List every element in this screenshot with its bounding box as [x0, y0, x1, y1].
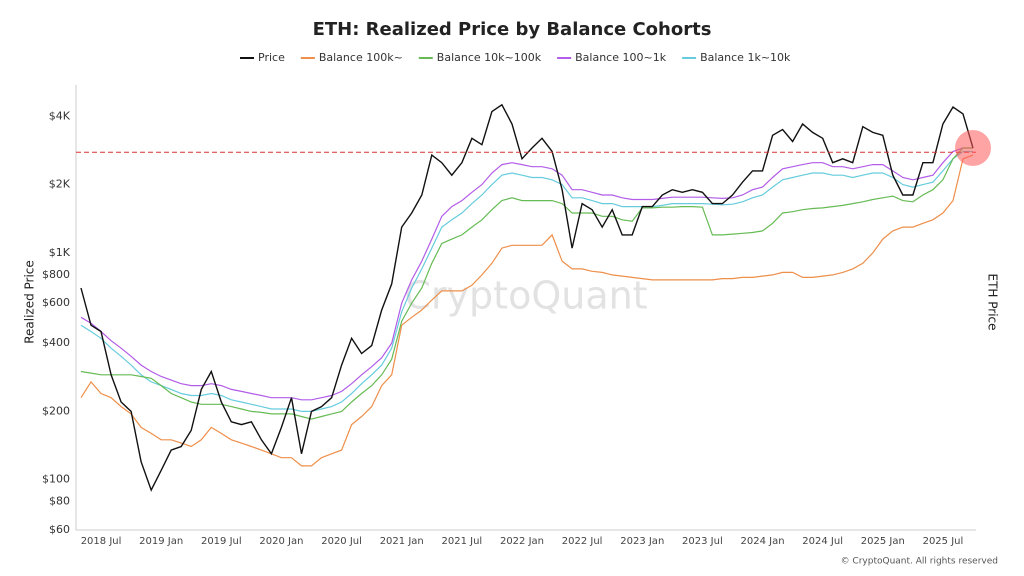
x-tick-label: 2020 Jan	[259, 536, 303, 547]
legend-label: Balance 100k~	[319, 51, 403, 64]
series-line	[80, 147, 973, 420]
y-tick-label: $4K	[49, 109, 71, 122]
x-tick-label: 2025 Jul	[923, 536, 964, 547]
x-tick-label: 2024 Jan	[741, 536, 785, 547]
legend-label: Price	[258, 51, 285, 64]
x-tick-label: 2023 Jul	[682, 536, 723, 547]
x-tick-label: 2020 Jul	[321, 536, 362, 547]
x-tick-label: 2021 Jul	[442, 536, 483, 547]
x-tick-label: 2023 Jan	[620, 536, 664, 547]
x-tick-label: 2018 Jul	[81, 536, 122, 547]
x-tick-label: 2021 Jan	[380, 536, 424, 547]
x-tick-label: 2019 Jan	[139, 536, 183, 547]
y-tick-label: $60	[49, 523, 70, 536]
series-line	[80, 103, 974, 492]
credit: © CryptoQuant. All rights reserved	[841, 557, 998, 567]
legend-label: Balance 100~1k	[575, 51, 667, 64]
legend-label: Balance 10k~100k	[437, 51, 542, 64]
y-axis-label: Realized Price	[23, 260, 37, 344]
chart-title: ETH: Realized Price by Balance Cohorts	[313, 19, 712, 40]
series-line	[80, 150, 973, 412]
x-tick-label: 2019 Jul	[201, 536, 242, 547]
y-tick-label: $2K	[49, 178, 71, 191]
watermark: CryptoQuant	[404, 274, 647, 318]
y-tick-label: $100	[42, 473, 70, 486]
x-tick-label: 2022 Jul	[562, 536, 603, 547]
highlight	[955, 130, 991, 167]
x-tick-label: 2022 Jan	[500, 536, 544, 547]
y2-axis-label: ETH Price	[986, 273, 1000, 330]
y-tick-label: $800	[42, 268, 70, 281]
y-tick-label: $200	[42, 404, 70, 417]
x-tick-label: 2024 Jul	[802, 536, 843, 547]
y-tick-label: $1K	[49, 246, 71, 259]
legend-label: Balance 1k~10k	[700, 51, 791, 64]
series-line	[80, 147, 973, 401]
series-line	[80, 154, 974, 467]
y-tick-label: $80	[49, 495, 70, 508]
y-tick-label: $400	[42, 336, 70, 349]
y-tick-label: $600	[42, 296, 70, 309]
x-tick-label: 2025 Jan	[861, 536, 905, 547]
